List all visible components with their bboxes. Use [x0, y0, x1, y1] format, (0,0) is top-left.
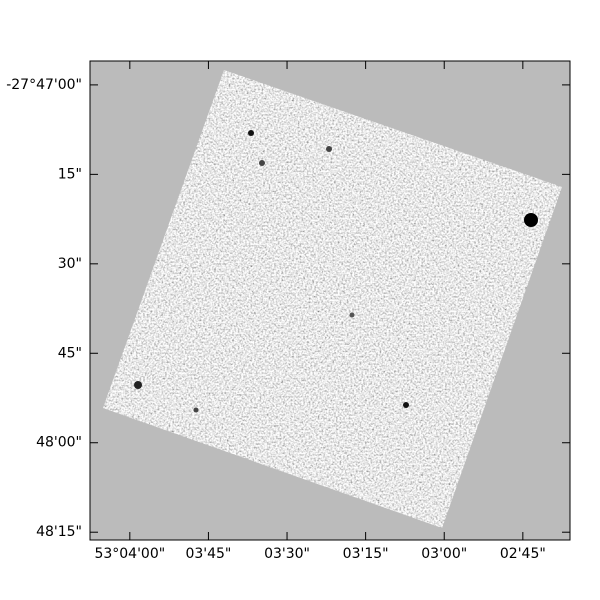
x-tick-label: 03'15"	[343, 546, 389, 562]
y-tick-label: 48'00"	[36, 435, 82, 451]
plot-frame	[89, 60, 571, 541]
source	[248, 130, 254, 136]
source	[259, 160, 265, 166]
source	[524, 213, 538, 227]
y-tick-label: -27°47'00"	[6, 77, 82, 93]
source	[349, 312, 355, 318]
source	[193, 407, 199, 413]
y-tick-label: 30"	[58, 256, 82, 272]
y-tick-label: 48'15"	[36, 524, 82, 540]
source	[326, 146, 332, 152]
x-tick-label: 03'00"	[421, 546, 467, 562]
x-tick-label: 02'45"	[500, 546, 546, 562]
y-tick-label: 45"	[58, 345, 82, 361]
source	[403, 402, 409, 408]
x-tick-label: 03'45"	[185, 546, 231, 562]
y-tick-label: 15"	[58, 166, 82, 182]
x-tick-label: 53°04'00"	[94, 546, 165, 562]
source	[134, 381, 142, 389]
x-tick-label: 03'30"	[264, 546, 310, 562]
